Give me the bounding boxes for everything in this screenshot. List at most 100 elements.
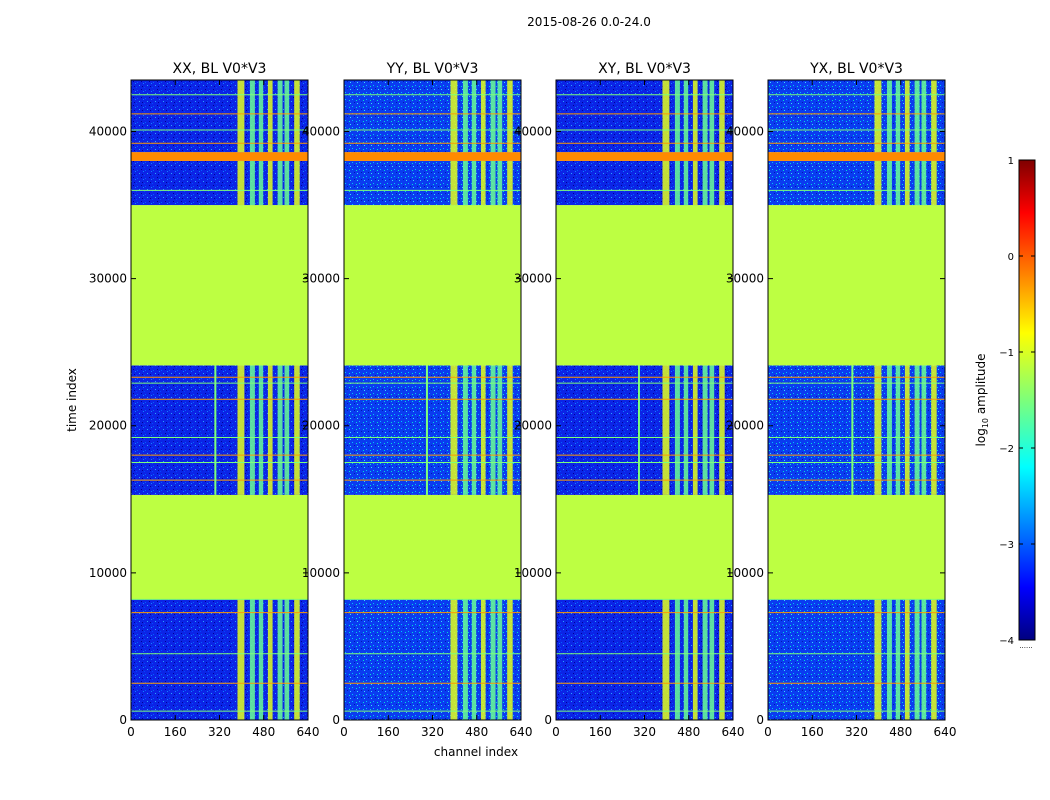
- rfi-band: [874, 160, 882, 206]
- rfi-band: [702, 365, 708, 495]
- rfi-band: [284, 160, 290, 206]
- rfi-band: [719, 599, 725, 720]
- rfi-band: [931, 80, 937, 153]
- rfi-band: [462, 599, 468, 720]
- rfi-band: [874, 599, 882, 720]
- rfi-band: [914, 160, 920, 206]
- time-segment: [556, 152, 733, 161]
- rfi-band: [471, 599, 477, 720]
- colorbar-gradient: [1018, 159, 1036, 641]
- rfi-band: [662, 365, 670, 495]
- y-tick-label: 0: [544, 713, 552, 727]
- rfi-band: [277, 599, 283, 720]
- y-tick-label: 10000: [302, 566, 340, 580]
- y-tick-label: 10000: [89, 566, 127, 580]
- rfi-band: [719, 80, 725, 153]
- rfi-band: [462, 160, 468, 206]
- rfi-band: [284, 80, 290, 153]
- rfi-band: [267, 80, 273, 153]
- time-segment: [344, 494, 521, 600]
- x-tick-label: 480: [252, 725, 275, 739]
- colorbar-tick-label: −4: [999, 636, 1014, 647]
- rfi-band: [719, 160, 725, 206]
- x-tick-label: 0: [764, 725, 772, 739]
- rfi-band: [709, 365, 715, 495]
- y-tick-label: 0: [756, 713, 764, 727]
- time-segment: [131, 205, 308, 366]
- rfi-band: [931, 365, 937, 495]
- rfi-band: [895, 160, 901, 206]
- rfi-band: [874, 365, 882, 495]
- rfi-band: [497, 160, 503, 206]
- rfi-band: [904, 160, 910, 206]
- rfi-band: [471, 365, 477, 495]
- time-segment: [344, 205, 521, 366]
- x-tick-label: 320: [208, 725, 231, 739]
- y-tick-label: 30000: [89, 272, 127, 286]
- rfi-band: [507, 80, 513, 153]
- rfi-band: [277, 365, 283, 495]
- rfi-band: [674, 599, 680, 720]
- rfi-band: [674, 160, 680, 206]
- x-tick-label: 480: [677, 725, 700, 739]
- y-tick-label: 30000: [514, 272, 552, 286]
- x-tick-label: 640: [297, 725, 320, 739]
- colorbar-tick-label: 1: [1008, 156, 1014, 167]
- rfi-band: [692, 80, 698, 153]
- colorbar-tick-label: −3: [999, 540, 1014, 551]
- rfi-band: [471, 80, 477, 153]
- rfi-band: [497, 80, 503, 153]
- time-segment: [556, 205, 733, 366]
- x-tick-label: 0: [552, 725, 560, 739]
- x-tick-label: 320: [633, 725, 656, 739]
- rfi-band: [709, 599, 715, 720]
- rfi-band: [674, 365, 680, 495]
- rfi-band: [294, 160, 300, 206]
- rfi-band: [237, 160, 245, 206]
- rfi-band: [702, 160, 708, 206]
- rfi-band: [886, 599, 892, 720]
- rfi-band: [886, 160, 892, 206]
- rfi-band: [480, 80, 486, 153]
- panel-title: XY, BL V0*V3: [598, 61, 691, 77]
- rfi-band: [294, 80, 300, 153]
- rfi-band: [480, 365, 486, 495]
- y-tick-label: 20000: [514, 419, 552, 433]
- rfi-band: [277, 160, 283, 206]
- x-tick-label: 160: [589, 725, 612, 739]
- rfi-band: [237, 599, 245, 720]
- x-axis-label: channel index: [434, 745, 518, 759]
- rfi-band: [249, 160, 255, 206]
- rfi-band: [662, 160, 670, 206]
- rfi-band: [471, 160, 477, 206]
- x-tick-label: 0: [340, 725, 348, 739]
- rfi-band: [258, 80, 264, 153]
- colorbar: 10−1−2−3−4 log10 amplitude ......: [974, 156, 1036, 650]
- rfi-band: [914, 599, 920, 720]
- rfi-band: [904, 599, 910, 720]
- time-segment: [344, 152, 521, 161]
- rfi-band: [284, 599, 290, 720]
- rfi-band: [683, 599, 689, 720]
- rfi-band: [267, 365, 273, 495]
- rfi-band: [683, 80, 689, 153]
- heatmap-panel: YY, BL V0*V3 0 160 320 480 640 0 10000 20000 3000…: [302, 61, 533, 739]
- rfi-band: [904, 365, 910, 495]
- rfi-band: [267, 599, 273, 720]
- panel-title: YY, BL V0*V3: [386, 61, 479, 77]
- y-tick-label: 20000: [89, 419, 127, 433]
- y-tick-label: 40000: [89, 124, 127, 138]
- y-tick-label: 40000: [726, 124, 764, 138]
- rfi-band: [450, 80, 458, 153]
- time-segment: [768, 152, 945, 161]
- x-tick-label: 0: [127, 725, 135, 739]
- x-tick-label: 320: [421, 725, 444, 739]
- x-tick-label: 160: [377, 725, 400, 739]
- time-segment: [556, 494, 733, 600]
- rfi-band: [895, 80, 901, 153]
- time-segment: [131, 494, 308, 600]
- colorbar-tick-label: −1: [999, 348, 1014, 359]
- rfi-band: [886, 365, 892, 495]
- y-tick-label: 20000: [726, 419, 764, 433]
- x-tick-label: 480: [465, 725, 488, 739]
